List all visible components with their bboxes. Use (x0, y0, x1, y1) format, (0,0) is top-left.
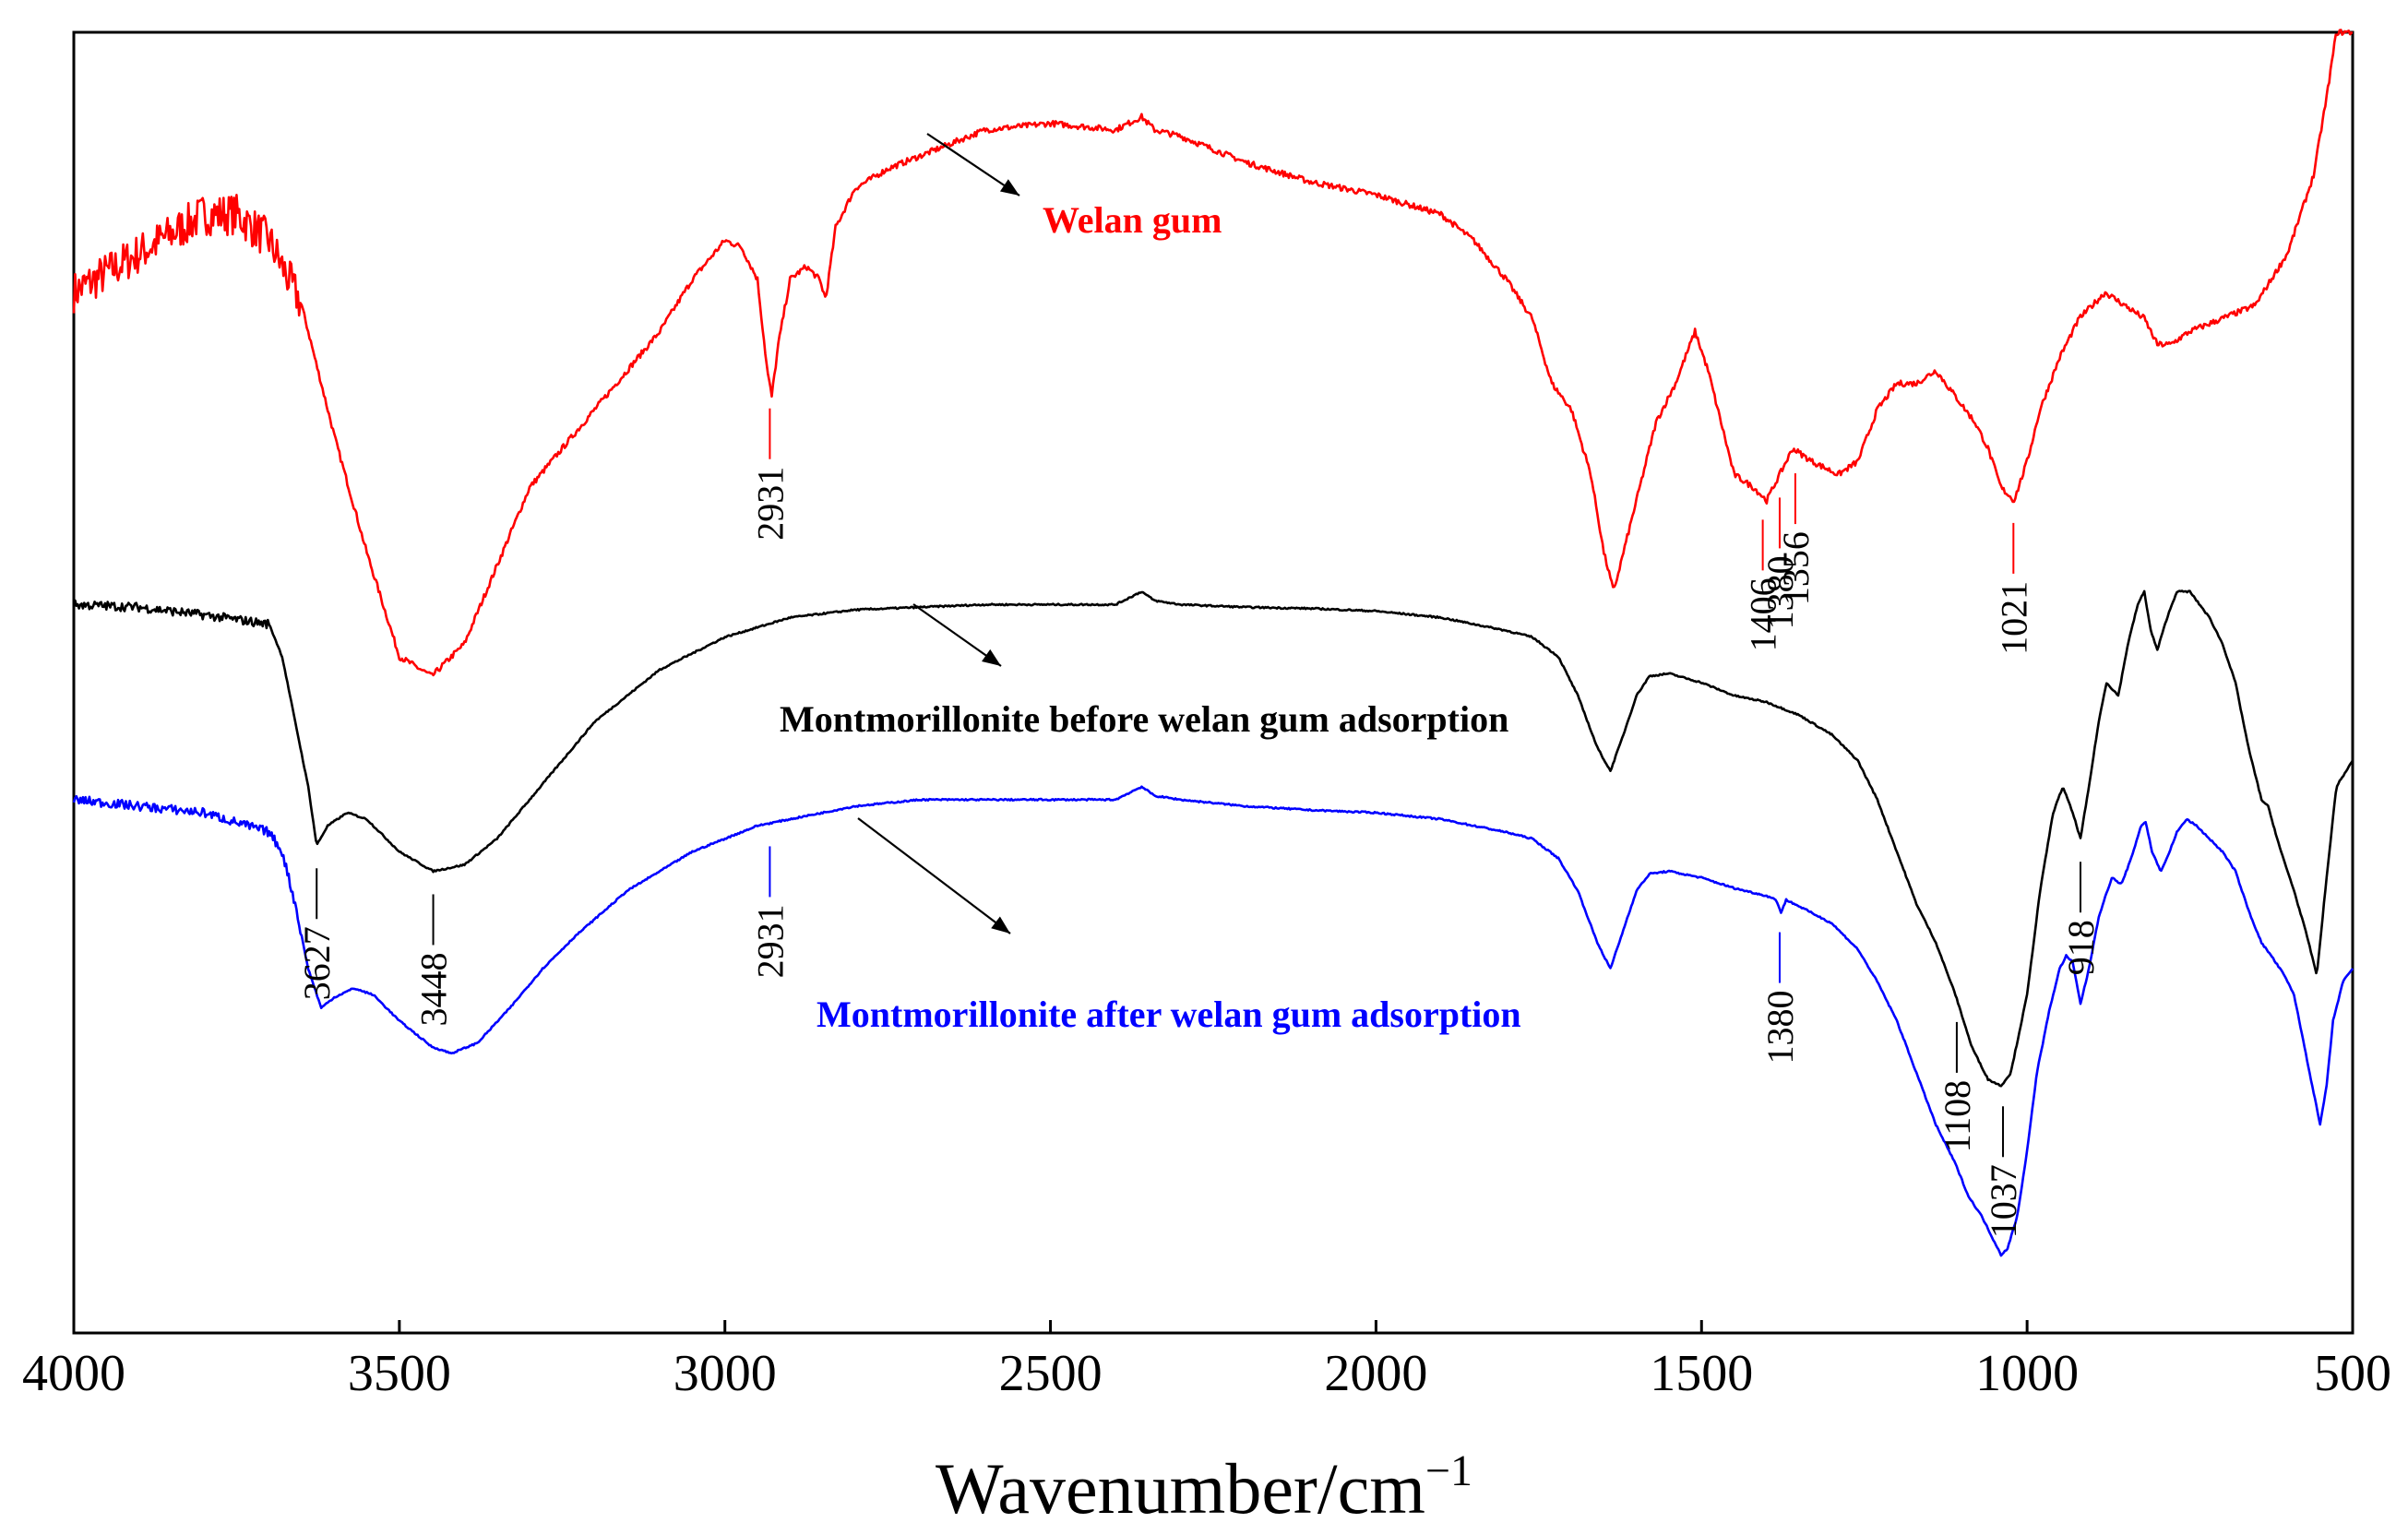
plot-area (72, 30, 2354, 1335)
series-layer (72, 29, 2354, 1257)
series-line-3 (72, 785, 2354, 1257)
series-line-2 (72, 589, 2354, 1088)
peak-label-918: 918 (2060, 920, 2102, 975)
peak-label-1380: 1380 (1759, 991, 1801, 1065)
peak-label-2931: 2931 (749, 467, 791, 541)
x-tick-label-2000: 2000 (1324, 1345, 1427, 1402)
plot-frame (72, 30, 2354, 1335)
peak-label-2931: 2931 (749, 904, 791, 978)
x-tick-label-3000: 3000 (674, 1345, 777, 1402)
series-label-arrow-3 (857, 817, 1011, 934)
series-label-arrowhead-1 (999, 179, 1019, 196)
peak-label-3448: 3448 (413, 952, 455, 1026)
x-tick-label-500: 500 (2314, 1345, 2391, 1402)
label-layer: Welan gum Montmorillonite before welan gu… (780, 133, 1521, 1035)
series-label-2: Montmorillonite before welan gum adsorpt… (780, 698, 1508, 740)
series-label-3: Montmorillonite after welan gum adsorpti… (817, 994, 1521, 1035)
peak-label-1356: 1356 (1775, 531, 1817, 605)
x-tick-label-1500: 1500 (1650, 1345, 1753, 1402)
peak-label-1021: 1021 (1993, 581, 2034, 655)
series-label-arrow-1 (926, 133, 1020, 196)
series-label-arrowhead-2 (982, 649, 1001, 666)
x-tick-label-2500: 2500 (999, 1345, 1103, 1402)
series-line-1 (72, 29, 2354, 677)
peak-label-1406: 1406 (1743, 577, 1784, 651)
peak-label-1108: 1108 (1937, 1080, 1978, 1153)
x-tick-label-4000: 4000 (22, 1345, 125, 1402)
x-axis-title: Wavenumber/cm−1 (936, 1446, 1472, 1529)
x-tick-label-3500: 3500 (348, 1345, 451, 1402)
x-axis: 4000 3500 3000 2500 2000 1500 1000 500 (22, 1320, 2391, 1402)
peak-label-3627: 3627 (296, 926, 338, 1000)
peak-label-1037: 1037 (1983, 1164, 2024, 1238)
series-label-arrowhead-3 (991, 916, 1010, 934)
x-tick-label-1000: 1000 (1975, 1345, 2079, 1402)
peak-label-1380: 1380 (1759, 555, 1801, 629)
series-label-1: Welan gum (1043, 199, 1222, 241)
